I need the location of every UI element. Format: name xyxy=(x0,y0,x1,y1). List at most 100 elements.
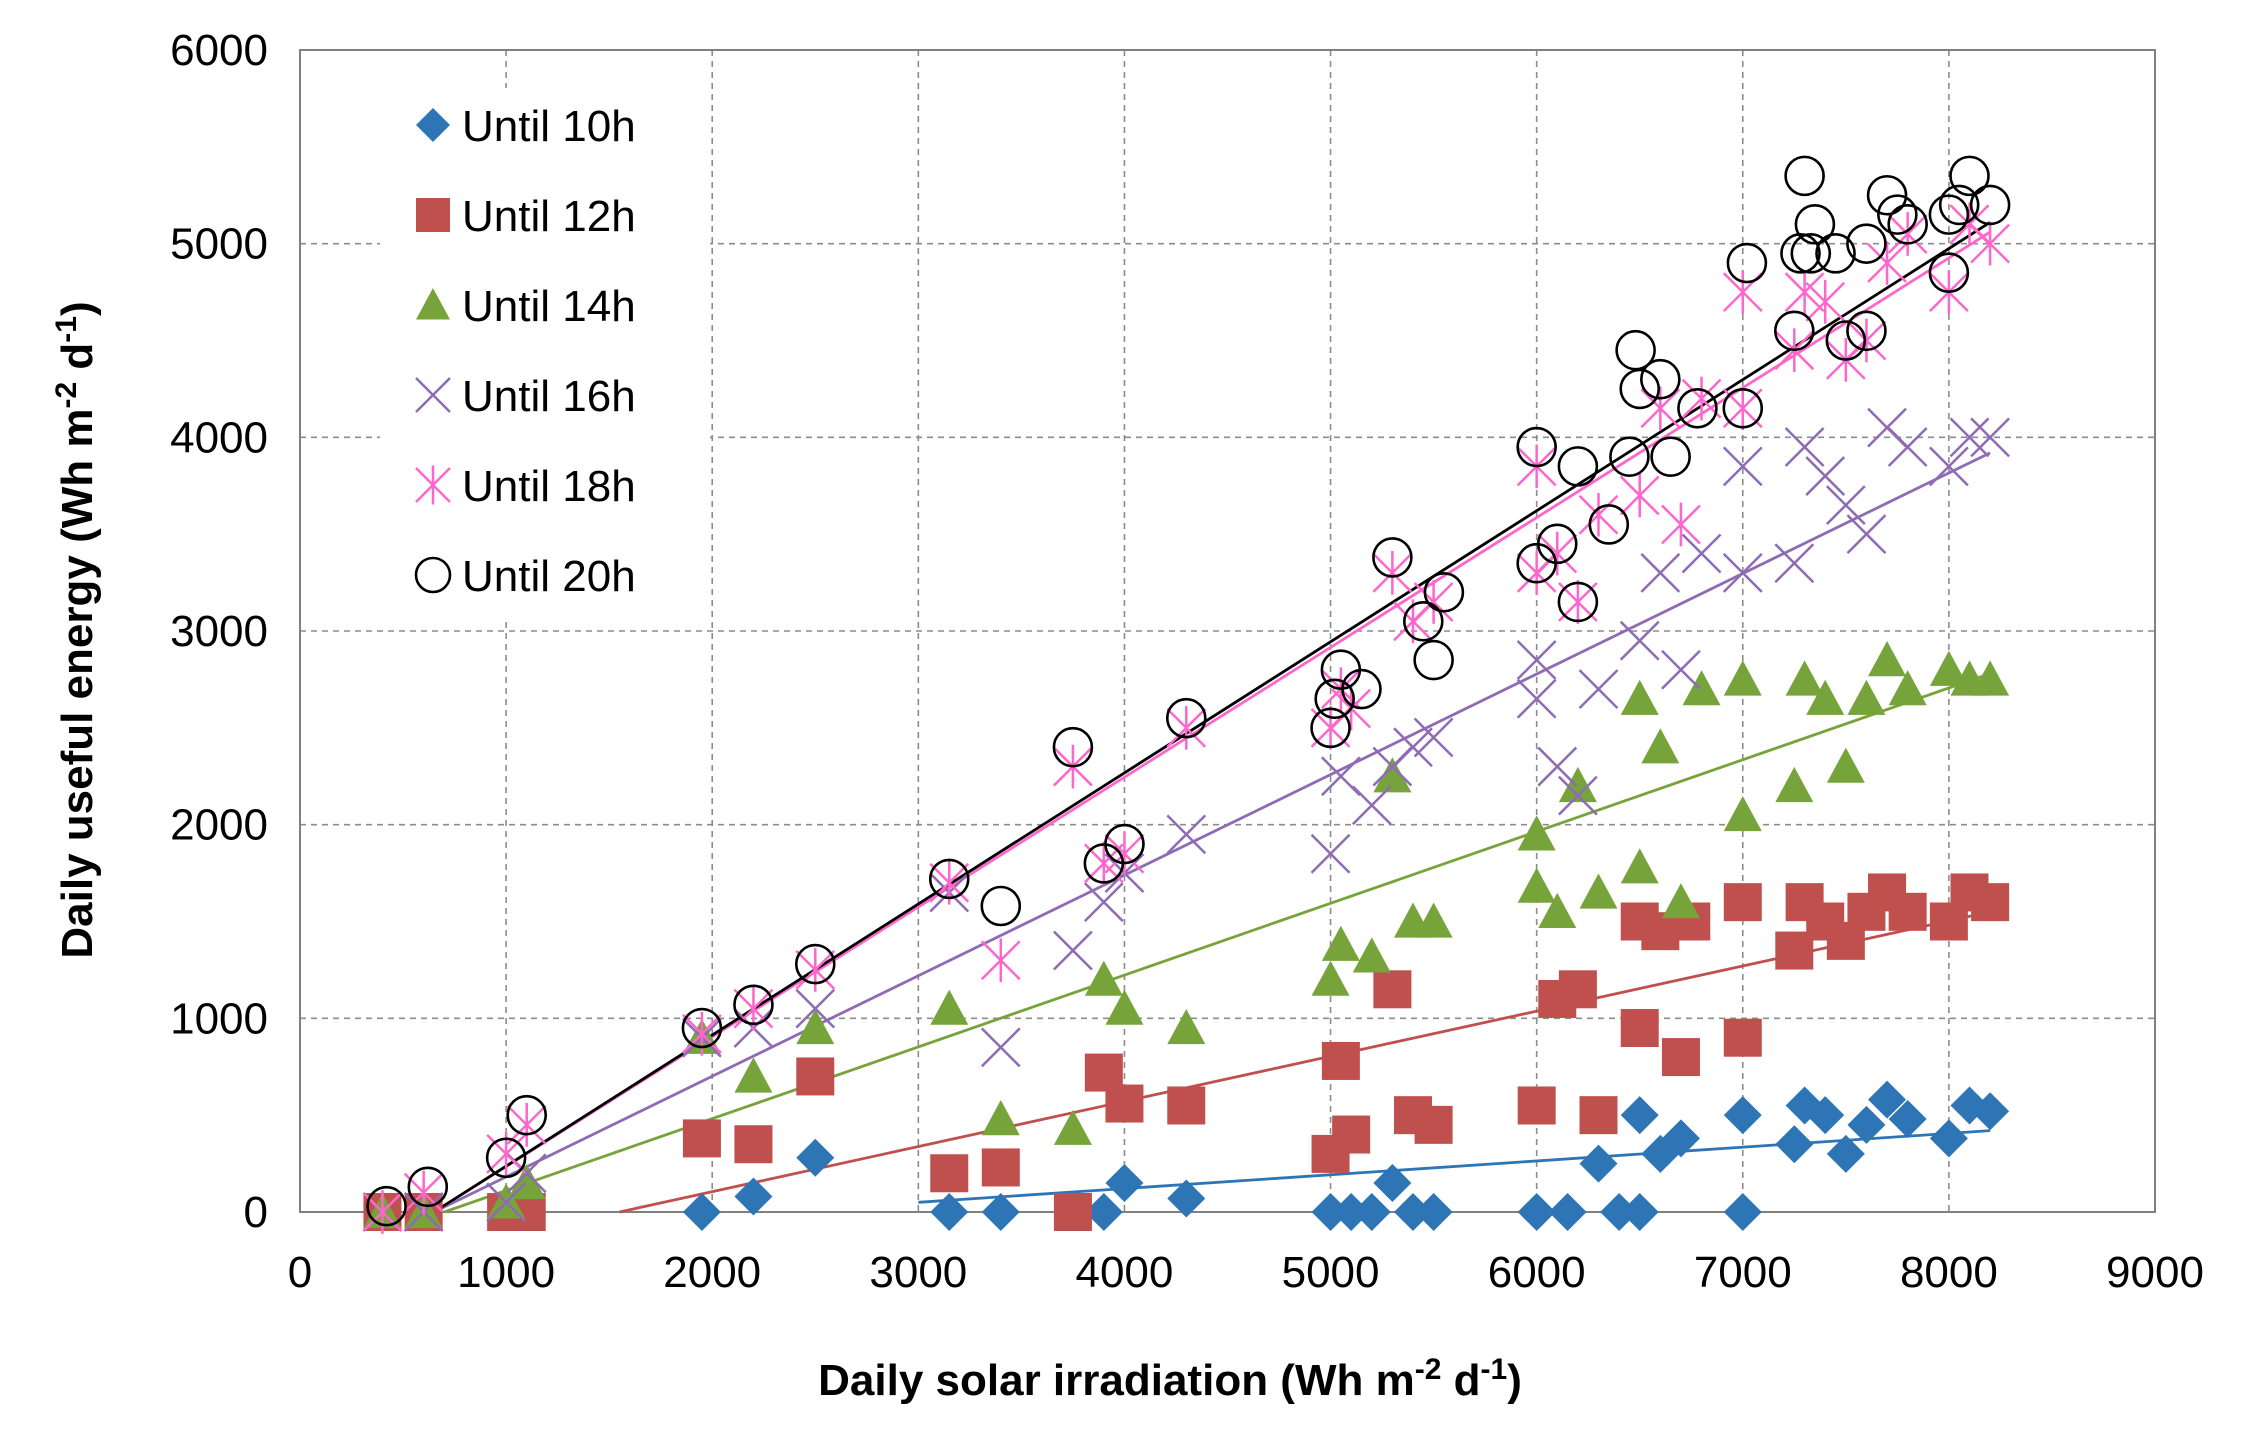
data-point xyxy=(1846,223,1887,264)
y-tick-label: 0 xyxy=(244,1188,268,1237)
data-point xyxy=(1784,427,1825,467)
data-point xyxy=(1888,670,1927,706)
data-point xyxy=(1661,649,1701,690)
data-point xyxy=(1928,252,1970,294)
data-point xyxy=(1888,1100,1927,1139)
data-point xyxy=(1166,705,1207,750)
data-point xyxy=(1806,679,1845,715)
legend: Until 10h Until 12h Until 14h Until 16h Unti… xyxy=(380,88,710,618)
data-point xyxy=(1321,1041,1360,1080)
data-point xyxy=(1887,427,1928,467)
data-point xyxy=(980,885,1022,927)
y-tick-labels: 0 1000 2000 3000 4000 5000 6000 xyxy=(170,26,268,1237)
data-point xyxy=(1825,320,1867,361)
data-point xyxy=(1846,310,1887,352)
data-point xyxy=(1640,386,1681,431)
data-point xyxy=(1888,892,1927,931)
data-point xyxy=(1887,204,1928,245)
data-point xyxy=(1681,376,1722,421)
data-point xyxy=(1722,387,1764,429)
data-point xyxy=(1681,533,1722,574)
data-point xyxy=(1083,882,1124,923)
data-point xyxy=(795,948,836,992)
y-tick-label: 6000 xyxy=(170,26,268,75)
legend-label: Until 20h xyxy=(462,552,636,601)
legend-label: Until 18h xyxy=(462,462,636,511)
data-point xyxy=(930,1154,969,1193)
data-point xyxy=(506,1103,547,1147)
data-point xyxy=(1866,174,1908,216)
data-point xyxy=(981,1100,1020,1136)
legend-label: Until 12h xyxy=(462,192,636,241)
data-point xyxy=(1538,892,1577,928)
data-point xyxy=(1805,456,1846,496)
data-point xyxy=(1053,1193,1092,1231)
data-point xyxy=(1579,873,1618,909)
x-axis-title: Daily solar irradiation (Wh m-2 d-1) xyxy=(818,1353,1522,1405)
data-point xyxy=(795,988,836,1029)
x-tick-label: 0 xyxy=(288,1248,312,1297)
data-point xyxy=(1578,492,1619,537)
data-point xyxy=(1558,775,1598,816)
data-point xyxy=(1723,795,1762,832)
data-point xyxy=(1166,814,1207,855)
data-point xyxy=(1806,1096,1845,1135)
x-tick-label: 7000 xyxy=(1694,1248,1792,1297)
data-point xyxy=(1928,194,1970,235)
x-tick-label: 9000 xyxy=(2106,1248,2204,1297)
data-point xyxy=(733,984,774,1026)
data-point xyxy=(1104,831,1145,876)
trend-line xyxy=(433,451,1991,1214)
data-point xyxy=(1780,233,1821,274)
data-point xyxy=(1723,1096,1762,1135)
data-point xyxy=(796,1138,835,1177)
data-point xyxy=(1971,883,2010,922)
data-point xyxy=(1517,1086,1556,1125)
data-point xyxy=(1311,1193,1350,1231)
data-point xyxy=(1620,1193,1659,1231)
legend-marker-icon xyxy=(416,288,450,320)
data-point xyxy=(1620,1096,1659,1135)
data-point xyxy=(1084,960,1123,996)
data-point xyxy=(1413,580,1454,624)
data-point xyxy=(794,943,836,985)
y-tick-label: 1000 xyxy=(170,994,268,1043)
trend-line xyxy=(443,672,1991,1214)
data-point xyxy=(1084,1193,1123,1231)
data-point xyxy=(1949,155,1990,197)
data-point xyxy=(734,1125,773,1164)
x-tick-label: 4000 xyxy=(1075,1248,1173,1297)
data-point xyxy=(1682,670,1721,706)
x-tick-label: 2000 xyxy=(663,1248,761,1297)
data-point xyxy=(1619,620,1660,661)
data-point xyxy=(1310,833,1351,874)
data-point xyxy=(1310,707,1351,749)
data-point xyxy=(980,1027,1021,1068)
data-point xyxy=(1165,697,1207,739)
x-tick-label: 6000 xyxy=(1488,1248,1586,1297)
data-point xyxy=(1790,233,1832,274)
data-point xyxy=(1970,417,2010,458)
data-point xyxy=(1805,279,1846,324)
data-point xyxy=(1314,678,1355,720)
data-point xyxy=(1949,417,1990,458)
data-point xyxy=(1929,650,1968,686)
data-point xyxy=(1393,727,1433,768)
data-point xyxy=(1826,1134,1865,1173)
data-point xyxy=(1661,1038,1700,1077)
data-point xyxy=(1775,1125,1814,1164)
data-point xyxy=(1723,883,1762,922)
data-point xyxy=(1640,358,1681,400)
data-point xyxy=(1548,1193,1587,1231)
data-point xyxy=(1661,502,1701,547)
data-point xyxy=(681,1007,723,1049)
y-tick-label: 3000 xyxy=(170,607,268,656)
x-tick-label: 3000 xyxy=(869,1248,967,1297)
data-point xyxy=(682,1193,721,1231)
data-point xyxy=(1620,679,1659,715)
data-point xyxy=(486,1182,526,1223)
data-point xyxy=(1167,1009,1206,1045)
y-tick-label: 2000 xyxy=(170,801,268,850)
data-point xyxy=(1105,1084,1144,1123)
